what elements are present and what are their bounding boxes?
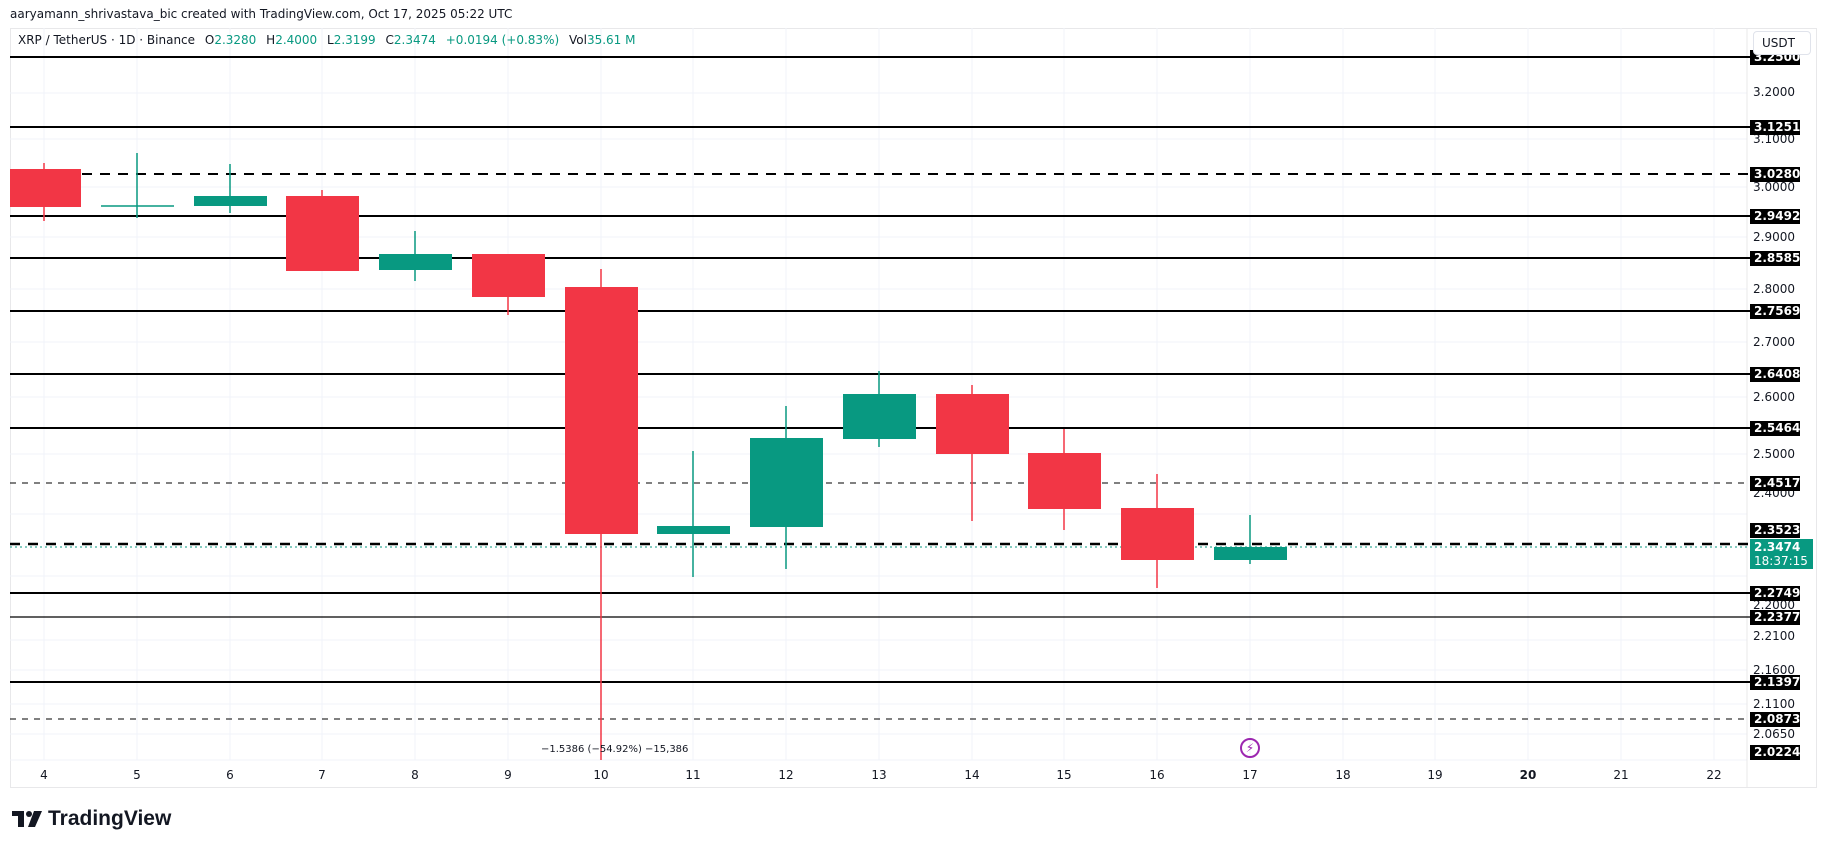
level-label: 2.3523 <box>1750 523 1800 538</box>
x-tick: 15 <box>1056 768 1072 782</box>
x-tick: 16 <box>1149 768 1165 782</box>
candles[interactable] <box>10 153 1287 760</box>
x-tick: 5 <box>133 768 141 782</box>
y-tick: 2.8000 <box>1753 282 1795 296</box>
change-value: +0.0194 (+0.83%) <box>445 33 560 47</box>
tradingview-logo-icon <box>12 811 42 827</box>
level-label: 2.7569 <box>1750 304 1800 319</box>
x-tick: 19 <box>1427 768 1443 782</box>
y-tick: 3.0000 <box>1753 180 1795 194</box>
level-label: 2.9492 <box>1750 209 1800 224</box>
y-tick: 2.2000 <box>1753 598 1795 612</box>
y-tick: 2.2100 <box>1753 629 1795 643</box>
volume-value: 35.61 M <box>586 33 636 47</box>
chart-frame <box>10 28 1817 788</box>
y-tick: 3.1000 <box>1753 132 1795 146</box>
y-tick: 2.6000 <box>1753 390 1795 404</box>
x-tick: 22 <box>1706 768 1722 782</box>
level-label: 2.2749 <box>1750 586 1800 601</box>
level-label: 3.1251 <box>1750 120 1800 135</box>
x-tick: 9 <box>504 768 512 782</box>
open-value: 2.3280 <box>214 33 257 47</box>
symbol-title[interactable]: XRP / TetherUS · 1D · Binance <box>18 33 196 47</box>
y-tick: 2.9000 <box>1753 230 1795 244</box>
level-label: 2.4517 <box>1750 476 1800 491</box>
x-tick: 12 <box>778 768 794 782</box>
y-tick: 3.2000 <box>1753 85 1795 99</box>
high-value: 2.4000 <box>275 33 318 47</box>
symbol-legend: XRP / TetherUS · 1D · Binance O2.3280 H2… <box>18 33 636 47</box>
level-label: 2.1397 <box>1750 675 1800 690</box>
y-tick: 2.5000 <box>1753 447 1795 461</box>
x-tick: 21 <box>1613 768 1629 782</box>
horizontal-levels[interactable] <box>10 56 1750 720</box>
y-tick: 2.1100 <box>1753 697 1795 711</box>
low-value: 2.3199 <box>333 33 376 47</box>
y-tick: 2.0650 <box>1753 727 1795 741</box>
x-tick: 13 <box>871 768 887 782</box>
level-label: 2.6408 <box>1750 367 1800 382</box>
price-range-annotation: −1.5386 (−54.92%) −15,386 <box>541 744 689 755</box>
level-label: 2.2377 <box>1750 610 1800 625</box>
level-label: 3.0280 <box>1750 167 1800 182</box>
level-label: 2.5464 <box>1750 421 1800 436</box>
close-value: 2.3474 <box>393 33 436 47</box>
level-label: 2.0873 <box>1750 712 1800 727</box>
lightning-icon[interactable]: ⚡ <box>1240 738 1260 758</box>
x-tick: 4 <box>40 768 48 782</box>
x-tick: 14 <box>964 768 980 782</box>
x-tick: 20 <box>1519 768 1537 782</box>
y-tick: 2.1600 <box>1753 663 1795 677</box>
chart-credit: aaryamann_shrivastava_bic created with T… <box>10 7 513 21</box>
tradingview-logo: TradingView <box>12 807 171 831</box>
current-price-badge: 2.3474 18:37:15 <box>1750 539 1813 569</box>
level-label: 2.0224 <box>1750 745 1800 760</box>
x-tick: 6 <box>226 768 234 782</box>
x-tick: 17 <box>1242 768 1258 782</box>
x-tick: 18 <box>1335 768 1351 782</box>
y-tick: 2.7000 <box>1753 335 1795 349</box>
x-tick: 7 <box>318 768 326 782</box>
currency-button[interactable]: USDT <box>1753 31 1811 55</box>
x-tick: 8 <box>411 768 419 782</box>
level-label: 2.8585 <box>1750 251 1800 266</box>
x-tick: 10 <box>593 768 609 782</box>
x-tick: 11 <box>685 768 701 782</box>
